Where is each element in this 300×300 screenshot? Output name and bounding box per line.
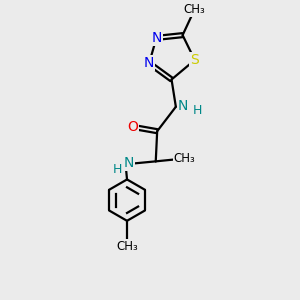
Text: H: H [112, 163, 122, 176]
Text: CH₃: CH₃ [174, 152, 195, 165]
Text: N: N [151, 31, 162, 45]
Text: S: S [190, 53, 199, 67]
Text: H: H [193, 104, 202, 117]
Text: O: O [127, 120, 138, 134]
Text: CH₃: CH₃ [116, 240, 138, 253]
Text: N: N [123, 156, 134, 170]
Text: N: N [144, 56, 154, 70]
Text: N: N [178, 99, 188, 112]
Text: CH₃: CH₃ [184, 3, 206, 16]
